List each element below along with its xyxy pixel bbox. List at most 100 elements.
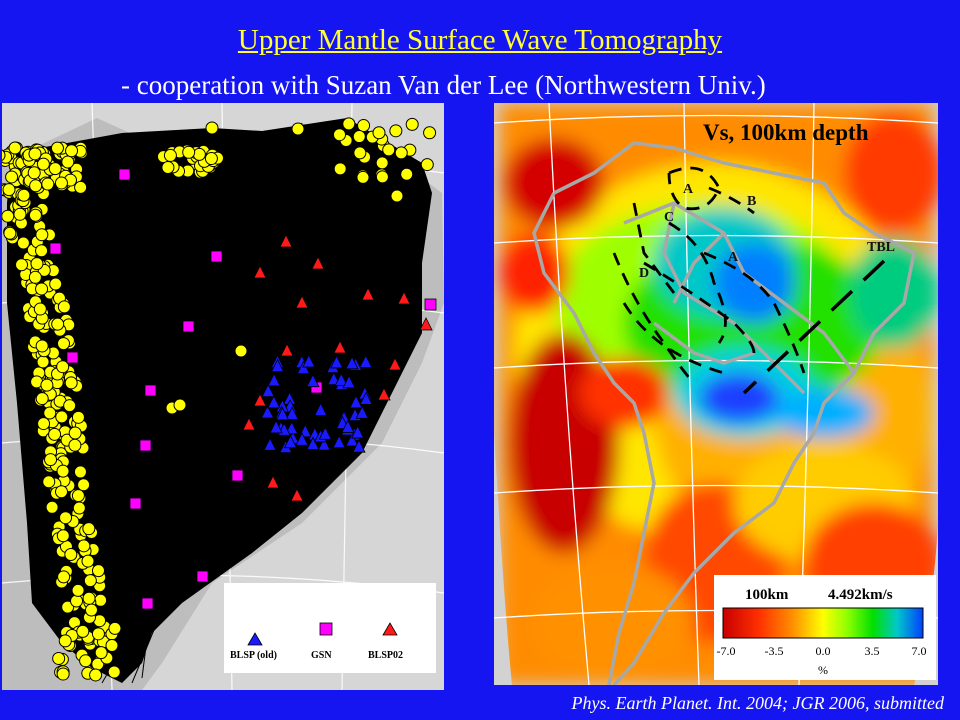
blsp-old-station-icon <box>261 383 275 398</box>
event-marker <box>57 300 71 314</box>
event-marker <box>77 539 91 553</box>
blsp02-station-icon <box>419 317 433 331</box>
blsp02-station-icon <box>279 234 293 248</box>
craton-boundaries <box>612 166 806 384</box>
colorbar-unit: % <box>818 663 828 677</box>
legend-label-blsp02: BLSP02 <box>368 650 403 661</box>
event-marker <box>234 344 248 358</box>
event-marker <box>81 554 95 568</box>
event-marker <box>35 228 49 242</box>
blsp-old-station-icon <box>317 437 331 451</box>
event-marker <box>204 152 218 166</box>
blsp-old-station-icon <box>318 426 332 440</box>
event-marker <box>182 145 196 159</box>
event-marker <box>405 117 419 131</box>
region-label-a-south: A <box>728 250 739 265</box>
event-marker <box>357 119 371 133</box>
blsp-old-station-icon <box>263 437 277 451</box>
event-marker <box>13 207 27 221</box>
event-marker <box>61 600 75 614</box>
blsp-old-station-icon <box>306 436 320 450</box>
event-marker <box>45 500 59 514</box>
event-marker <box>82 522 96 536</box>
blsp-old-station-icon <box>260 405 275 419</box>
event-marker <box>70 594 84 608</box>
event-marker <box>76 624 90 638</box>
blsp-old-station-icon <box>355 405 369 419</box>
event-marker <box>375 170 389 184</box>
blsp-old-station-icon <box>285 406 299 420</box>
event-marker <box>16 236 30 250</box>
event-marker <box>8 141 22 155</box>
region-label-d: D <box>639 266 649 281</box>
event-marker <box>54 176 68 190</box>
event-marker <box>28 208 42 222</box>
colorbar-depth: 100km <box>745 587 789 603</box>
event-marker <box>54 485 68 499</box>
event-marker <box>56 337 70 351</box>
blsp-old-station-icon <box>341 419 355 433</box>
event-marker <box>390 189 404 203</box>
gsn-stations <box>49 168 437 610</box>
event-marker <box>74 180 88 194</box>
event-marker <box>49 277 63 291</box>
colorbar-tick: 7.0 <box>912 644 927 658</box>
event-marker <box>35 282 49 296</box>
blsp-old-station-icon <box>352 439 366 453</box>
event-marker <box>37 417 51 431</box>
ray-path-map: BLSP (old) GSN BLSP02 <box>2 103 444 690</box>
blsp02-stations <box>242 234 433 502</box>
event-marker <box>291 122 305 136</box>
ray-path-map-canvas: BLSP (old) GSN BLSP02 <box>2 103 444 690</box>
blsp-old-station-icon <box>314 402 328 416</box>
velocity-tomography-map: Vs, 100km depth A B C A D TBL 100km 4.49… <box>494 103 938 685</box>
blsp-old-station-icon <box>295 432 309 446</box>
blsp02-station-icon <box>290 488 304 502</box>
blsp-old-station-icon <box>350 425 365 439</box>
event-marker <box>108 621 122 635</box>
blsp-old-station-icon <box>345 433 359 447</box>
legend-magenta-square-icon <box>319 622 333 636</box>
event-marker <box>27 166 41 180</box>
event-marker <box>30 257 44 271</box>
event-marker <box>64 547 78 561</box>
colorbar-tick: 3.5 <box>865 644 880 658</box>
event-marker <box>400 167 414 181</box>
event-marker <box>15 258 29 272</box>
event-marker <box>51 317 65 331</box>
page-subtitle: - cooperation with Suzan Van der Lee (No… <box>121 70 766 100</box>
event-marker <box>394 146 408 160</box>
blsp-old-station-icon <box>302 354 316 368</box>
blsp-old-station-icon <box>334 372 348 387</box>
event-marker <box>29 179 43 193</box>
event-marker <box>372 126 386 140</box>
station-legend: BLSP (old) GSN BLSP02 <box>224 583 436 673</box>
blsp02-station-icon <box>280 343 294 357</box>
blsp02-station-icon <box>242 417 256 431</box>
event-marker <box>71 410 85 424</box>
event-marker <box>77 478 91 492</box>
page-title: Upper Mantle Surface Wave Tomography <box>237 24 723 56</box>
event-marker <box>84 603 98 617</box>
event-marker <box>43 406 57 420</box>
blsp02-station-icon <box>295 295 309 309</box>
ray-paths <box>7 117 432 684</box>
event-marker <box>342 117 356 131</box>
event-marker <box>423 126 437 140</box>
event-marker <box>65 144 79 158</box>
event-marker <box>163 148 177 162</box>
event-marker <box>73 465 87 479</box>
event-marker <box>333 128 347 142</box>
event-marker <box>94 593 108 607</box>
blsp-old-station-icon <box>349 394 363 409</box>
event-marker <box>375 156 389 170</box>
event-marker <box>192 147 206 161</box>
colorbar-tick: -7.0 <box>717 644 736 658</box>
event-marker <box>36 157 50 171</box>
blsp-old-station-icon <box>359 391 373 405</box>
event-marker <box>44 453 58 467</box>
event-marker <box>55 410 69 424</box>
event-marker <box>17 188 31 202</box>
event-marker <box>72 501 86 515</box>
event-marker <box>61 155 75 169</box>
